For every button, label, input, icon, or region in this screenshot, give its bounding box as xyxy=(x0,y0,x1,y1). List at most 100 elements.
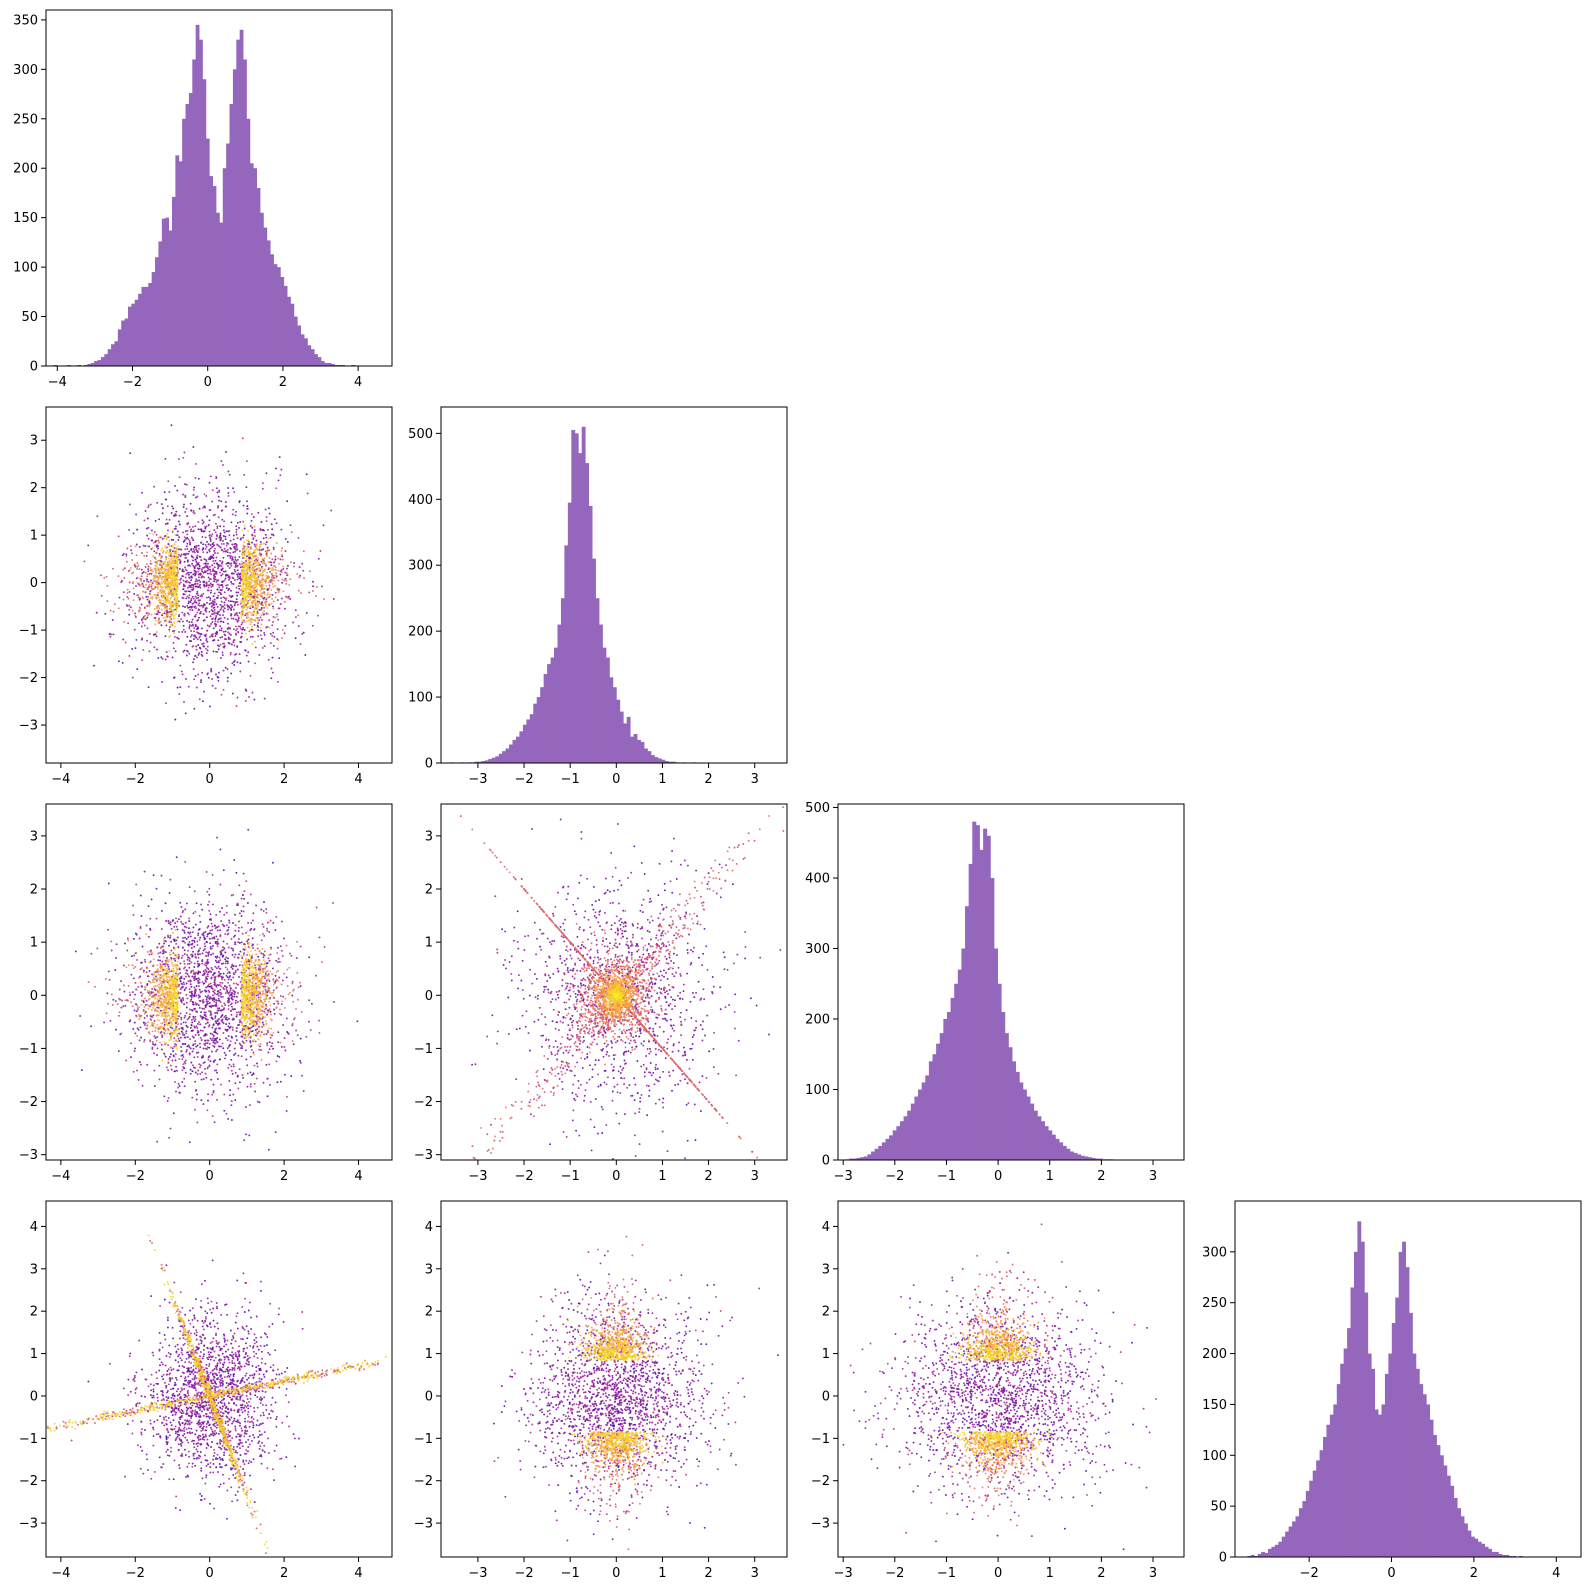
scatter-point xyxy=(201,960,204,963)
scatter-point xyxy=(241,607,244,610)
scatter-point xyxy=(178,523,181,526)
scatter-point xyxy=(249,607,252,610)
scatter-point xyxy=(171,554,174,557)
scatter-point xyxy=(245,596,248,599)
scatter-point xyxy=(260,908,263,911)
scatter-point xyxy=(153,1044,156,1047)
scatter-point xyxy=(147,526,150,529)
scatter-point xyxy=(212,574,215,577)
scatter-point xyxy=(117,1050,120,1053)
scatter-point xyxy=(209,557,212,560)
scatter-point xyxy=(221,654,224,656)
scatter-point xyxy=(223,947,226,950)
scatter-point xyxy=(255,611,258,614)
scatter-point xyxy=(214,1028,217,1031)
scatter-point xyxy=(266,577,269,580)
scatter-point xyxy=(212,595,215,598)
scatter-point xyxy=(228,1044,231,1047)
scatter-point xyxy=(184,1021,187,1024)
scatter-point xyxy=(232,641,235,644)
scatter-point xyxy=(277,680,279,683)
scatter-point xyxy=(145,999,148,1002)
scatter-point xyxy=(210,1006,213,1009)
scatter-point xyxy=(234,953,237,956)
scatter-point xyxy=(159,604,162,607)
scatter-point xyxy=(254,982,257,985)
scatter-point xyxy=(215,935,218,938)
scatter-point xyxy=(164,523,167,525)
scatter-point xyxy=(176,588,178,590)
scatter-point xyxy=(207,542,210,545)
scatter-point xyxy=(215,603,218,606)
scatter-point xyxy=(165,580,167,583)
scatter-point xyxy=(265,536,268,539)
x-tick-label: −2 xyxy=(126,1169,145,1184)
scatter-point xyxy=(183,614,186,617)
scatter-point xyxy=(274,558,277,561)
scatter-point xyxy=(191,550,194,553)
scatter-point xyxy=(205,616,208,619)
scatter-point xyxy=(284,571,287,574)
scatter-point xyxy=(209,475,212,478)
scatter-point xyxy=(166,609,169,612)
scatter-point xyxy=(256,608,259,611)
scatter-point xyxy=(209,705,211,708)
scatter-point xyxy=(283,1073,286,1076)
scatter-point xyxy=(180,577,183,580)
scatter-point xyxy=(192,1047,195,1050)
scatter-point xyxy=(260,592,263,595)
scatter-point xyxy=(224,570,227,573)
scatter-point xyxy=(175,925,178,928)
scatter-point xyxy=(123,620,126,623)
scatter-point xyxy=(205,637,208,640)
scatter-point xyxy=(176,593,179,596)
scatter-point xyxy=(167,965,170,968)
scatter-point xyxy=(215,477,218,480)
scatter-point xyxy=(239,627,242,630)
scatter-point xyxy=(233,993,236,996)
scatter-point xyxy=(205,545,208,548)
scatter-point xyxy=(172,608,175,611)
scatter-point xyxy=(253,589,256,592)
scatter-point xyxy=(183,1016,186,1019)
scatter-point xyxy=(230,643,233,646)
scatter-point xyxy=(314,595,317,598)
scatter-point xyxy=(249,674,252,677)
scatter-point xyxy=(194,599,197,602)
scatter-point xyxy=(193,583,196,586)
scatter-point xyxy=(220,607,223,609)
scatter-point xyxy=(238,912,241,915)
scatter-point xyxy=(224,634,227,637)
histogram-bar xyxy=(650,755,655,763)
scatter-point xyxy=(195,994,198,997)
scatter-point xyxy=(220,565,223,568)
scatter-point xyxy=(187,538,190,541)
scatter-point xyxy=(234,1099,237,1101)
scatter-point xyxy=(190,633,193,636)
scatter-point xyxy=(199,1023,202,1026)
scatter-point xyxy=(185,649,188,652)
scatter-point xyxy=(180,1046,183,1048)
scatter-point xyxy=(228,984,231,987)
scatter-point xyxy=(199,921,202,923)
scatter-point xyxy=(191,939,194,942)
scatter-point xyxy=(232,1017,235,1020)
scatter-point xyxy=(188,959,191,962)
scatter-point xyxy=(194,558,197,561)
scatter-point xyxy=(198,646,201,649)
scatter-point xyxy=(299,574,302,577)
scatter-point xyxy=(225,1037,227,1040)
scatter-point xyxy=(259,589,262,592)
scatter-point xyxy=(74,950,77,953)
scatter-point xyxy=(201,570,204,573)
scatter-point xyxy=(228,994,231,997)
scatter-point xyxy=(185,1001,188,1004)
scatter-point xyxy=(284,537,287,540)
scatter-point xyxy=(281,558,284,561)
scatter-point xyxy=(271,656,274,659)
scatter-point xyxy=(195,548,198,551)
scatter-point xyxy=(202,580,205,583)
scatter-point xyxy=(295,957,298,959)
scatter-point xyxy=(159,1009,162,1012)
scatter-point xyxy=(216,563,219,566)
